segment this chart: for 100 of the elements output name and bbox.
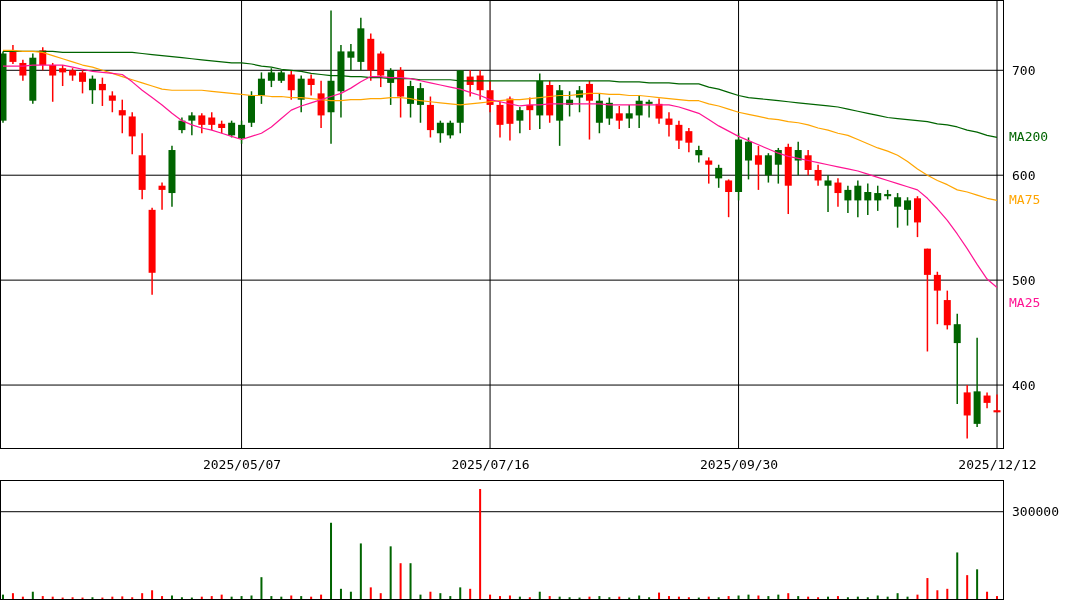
series-label: MA25 (1009, 295, 1041, 311)
bar (598, 596, 601, 599)
x-tick-label: 2025/12/12 (958, 457, 1037, 472)
bar (349, 591, 352, 599)
candlestick (188, 111, 196, 137)
bar (996, 596, 998, 599)
candlestick (824, 174, 832, 213)
bar (538, 591, 541, 599)
candlestick (496, 101, 504, 139)
bar (330, 522, 333, 599)
series-label: MA75 (1009, 192, 1041, 208)
candlestick (963, 384, 971, 440)
candlestick (585, 80, 593, 141)
bar (429, 591, 432, 599)
bar (896, 593, 899, 599)
bar (359, 543, 362, 599)
bar (836, 596, 839, 599)
bar (379, 593, 382, 599)
bar (240, 596, 243, 599)
y-tick-label: 400 (1012, 377, 1036, 393)
y-tick-label: 500 (1012, 272, 1036, 288)
bar (151, 590, 154, 599)
candlestick (198, 112, 206, 134)
candlestick (79, 69, 87, 95)
series-label: MA200 (1009, 129, 1049, 145)
y-tick-label: 300000 (1012, 504, 1059, 520)
candlestick (98, 76, 106, 107)
bar (210, 596, 213, 599)
candlestick (576, 85, 584, 114)
bar (141, 593, 144, 599)
bar (926, 578, 929, 599)
candlestick (128, 111, 136, 155)
bar (787, 593, 790, 599)
candlestick (625, 104, 633, 129)
y-tick-label: 700 (1012, 62, 1036, 78)
bar (986, 591, 989, 599)
y-tick-label: 600 (1012, 167, 1036, 183)
candlestick (725, 178, 733, 218)
bar (936, 590, 939, 599)
candlestick (347, 43, 355, 72)
candlestick (317, 80, 325, 129)
bar (260, 577, 263, 599)
bar (121, 596, 124, 599)
candlestick (238, 119, 246, 145)
x-tick-label: 2025/09/30 (699, 457, 779, 472)
candlestick (108, 90, 116, 114)
candlestick (804, 149, 812, 176)
candlestick (287, 69, 295, 101)
candlestick (307, 73, 315, 97)
bar (469, 588, 472, 599)
line-series (2, 49, 998, 201)
x-tick-label: 2025/05/07 (202, 457, 282, 472)
candlestick (745, 136, 752, 181)
candlestick (695, 145, 703, 164)
candlestick (59, 64, 67, 87)
candlestick (407, 80, 415, 119)
bar (409, 563, 412, 599)
candlestick (953, 312, 961, 405)
candlestick (904, 196, 912, 227)
candlestick (516, 106, 524, 134)
candlestick (377, 50, 385, 88)
candlestick (257, 71, 265, 105)
candlestick (665, 111, 673, 138)
candlestick (774, 147, 782, 185)
candlestick (436, 119, 444, 144)
bar (658, 592, 661, 599)
candlestick (794, 140, 802, 176)
bar (399, 563, 402, 599)
candlestick (675, 119, 683, 150)
candlestick (595, 92, 603, 134)
bar (31, 591, 34, 599)
candlestick (894, 192, 902, 229)
candlestick (645, 98, 653, 119)
bar (449, 596, 452, 599)
bar (767, 596, 770, 599)
bar (369, 587, 372, 599)
bar (459, 587, 462, 599)
bar (479, 489, 482, 599)
bar (976, 569, 979, 599)
bar (161, 596, 164, 599)
candlestick (874, 184, 882, 212)
candlestick (615, 105, 623, 130)
x-tick-label: 2025/07/16 (451, 457, 530, 472)
candlestick (705, 156, 713, 185)
candlestick (864, 182, 872, 216)
bar (339, 588, 342, 599)
candlestick (834, 177, 842, 208)
candlestick (933, 270, 941, 325)
bar (966, 575, 969, 599)
bar (11, 593, 14, 599)
bar (41, 596, 44, 599)
candlestick (49, 62, 57, 103)
candlestick (844, 184, 852, 214)
bar (300, 596, 303, 599)
candlestick (158, 181, 166, 211)
candlestick (297, 74, 305, 114)
candlestick (993, 393, 1001, 414)
bar (439, 593, 442, 599)
candlestick (605, 96, 613, 126)
candlestick (854, 179, 862, 218)
